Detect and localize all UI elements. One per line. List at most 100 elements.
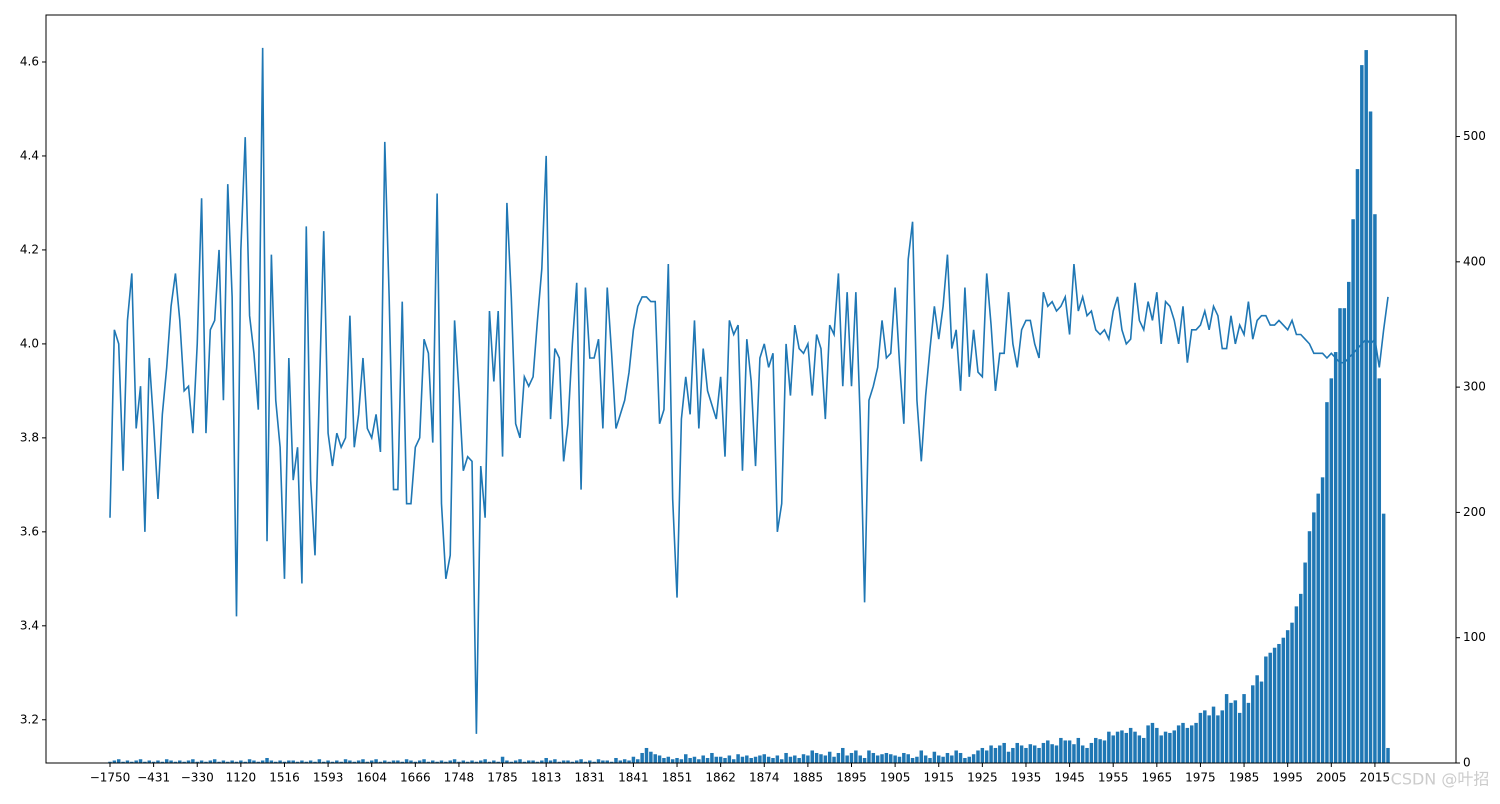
- bar: [740, 756, 745, 763]
- bar: [1133, 731, 1137, 763]
- bar: [212, 759, 217, 763]
- x-tick-label: 1120: [226, 771, 257, 785]
- bar: [1015, 742, 1019, 763]
- bar: [618, 760, 623, 763]
- x-tick-label: 1604: [356, 771, 387, 785]
- bar: [400, 761, 404, 763]
- bar: [945, 752, 950, 763]
- bar: [1216, 715, 1220, 763]
- bar: [1002, 742, 1006, 763]
- bar: [1006, 751, 1011, 763]
- bar: [234, 761, 239, 763]
- bar: [640, 752, 644, 763]
- bar: [779, 759, 784, 763]
- bar: [814, 752, 819, 763]
- x-tick-label: 1975: [1185, 771, 1216, 785]
- x-tick-label: 1945: [1054, 771, 1085, 785]
- bar: [513, 760, 518, 763]
- bar: [958, 752, 963, 763]
- bar: [819, 754, 823, 763]
- bar: [771, 757, 775, 763]
- bar: [731, 759, 736, 763]
- bar: [548, 760, 553, 763]
- bar: [967, 756, 972, 763]
- bar: [522, 761, 527, 763]
- y2-tick-label: 0: [1463, 756, 1471, 770]
- bar: [1085, 747, 1089, 763]
- bar: [588, 760, 592, 763]
- y2-tick-label: 100: [1463, 630, 1486, 644]
- bar: [326, 760, 330, 763]
- bar: [1281, 637, 1286, 763]
- bar: [1063, 740, 1067, 763]
- bar: [1037, 747, 1041, 763]
- bar: [348, 760, 352, 763]
- bar: [1373, 214, 1377, 764]
- bar: [705, 757, 710, 763]
- bar: [793, 755, 797, 763]
- bar: [1155, 727, 1159, 763]
- bar: [1268, 652, 1272, 763]
- bar: [391, 760, 396, 763]
- x-tick-label: 1905: [880, 771, 911, 785]
- bar: [195, 761, 199, 763]
- bar: [396, 760, 400, 763]
- bar: [836, 752, 841, 763]
- bar: [439, 760, 444, 763]
- bar: [1242, 694, 1246, 763]
- bar: [1041, 742, 1046, 763]
- bar: [1172, 730, 1177, 763]
- bar: [526, 760, 531, 763]
- bar: [1207, 715, 1211, 763]
- bar: [657, 755, 662, 763]
- bar: [561, 760, 566, 763]
- bar: [784, 752, 788, 763]
- bar: [867, 750, 871, 763]
- bar: [479, 760, 483, 763]
- bar: [801, 754, 806, 763]
- bar: [243, 761, 247, 763]
- bar: [1102, 740, 1107, 763]
- x-tick-label: 1862: [705, 771, 736, 785]
- bar: [365, 761, 370, 763]
- bar: [614, 757, 618, 763]
- bar: [487, 761, 492, 763]
- bar: [718, 756, 723, 763]
- bar: [343, 759, 348, 763]
- bar: [919, 750, 924, 763]
- bar: [601, 760, 605, 763]
- bar: [679, 759, 684, 763]
- bar: [1146, 725, 1150, 763]
- bar: [1159, 735, 1163, 763]
- bar: [910, 757, 915, 763]
- bar: [1320, 477, 1325, 763]
- bar: [714, 756, 719, 763]
- bar: [723, 757, 727, 763]
- bar: [697, 759, 701, 763]
- bar: [858, 755, 862, 763]
- x-tick-label: 2005: [1316, 771, 1347, 785]
- x-tick-label: 1851: [662, 771, 693, 785]
- bar: [426, 761, 431, 763]
- bar: [875, 755, 880, 763]
- y2-tick-label: 500: [1463, 129, 1486, 143]
- bar: [1351, 219, 1355, 764]
- bar: [313, 761, 317, 763]
- bar: [470, 760, 474, 763]
- bar: [649, 751, 653, 763]
- y-tick-label: 4.4: [20, 148, 39, 162]
- bar: [889, 754, 893, 763]
- bar: [417, 760, 422, 763]
- bar: [457, 761, 461, 763]
- bar: [500, 756, 505, 763]
- y-tick-label: 3.4: [20, 618, 39, 632]
- bar: [134, 760, 138, 763]
- bar: [535, 761, 540, 763]
- bar: [278, 760, 282, 763]
- x-tick-label: 2015: [1360, 771, 1391, 785]
- bar: [553, 759, 557, 763]
- bar: [902, 752, 906, 763]
- bar: [1312, 512, 1316, 763]
- x-tick-label: 1516: [269, 771, 300, 785]
